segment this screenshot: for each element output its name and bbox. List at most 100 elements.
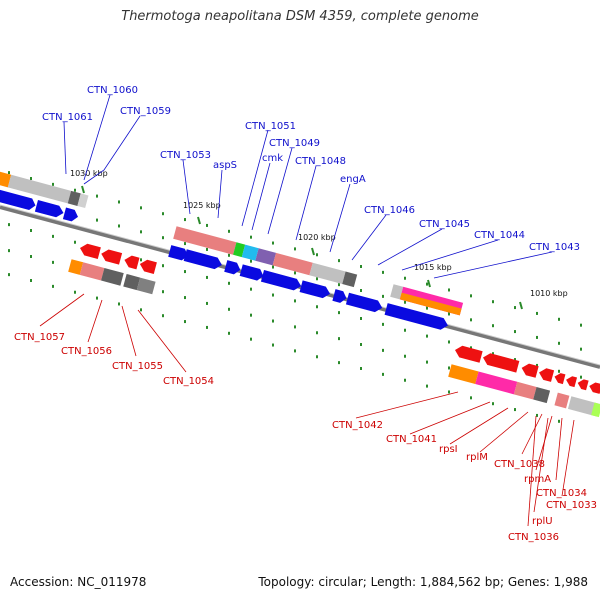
- gene-label-rplm: rplM: [466, 452, 488, 463]
- reverse-leaders: [39, 293, 575, 527]
- scale-dot: [426, 282, 428, 286]
- gene-label-ctn1049: CTN_1049: [269, 138, 320, 149]
- scale-dot: [228, 281, 230, 285]
- scale-dot: [360, 343, 362, 346]
- scale-dot: [338, 311, 340, 315]
- gene-label-ctn1051: CTN_1051: [245, 121, 296, 132]
- scale-dot: [140, 308, 142, 312]
- scale-dot: [294, 349, 296, 353]
- scale-dot: [536, 363, 538, 367]
- cds-features: [0, 171, 600, 418]
- scale-dot: [338, 361, 340, 365]
- gene-label-ctn1056: CTN_1056: [61, 346, 112, 357]
- scale-dot: [206, 301, 208, 305]
- scale-dot: [74, 188, 76, 192]
- topology-text: Topology: circular; Length: 1,884,562 bp…: [258, 575, 588, 589]
- scale-dot: [52, 260, 54, 264]
- scale-dot: [316, 331, 318, 335]
- scale-dot: [558, 369, 560, 373]
- scale-dot: [162, 236, 164, 240]
- scale-dot: [206, 325, 208, 329]
- gene-label-ctn1046: CTN_1046: [364, 205, 415, 216]
- scale-dot: [140, 230, 142, 234]
- scale-dot: [382, 294, 384, 298]
- scale-dot: [558, 341, 560, 345]
- scale-dot: [8, 273, 10, 277]
- scale-dot: [294, 271, 296, 275]
- scale-dot: [558, 419, 560, 423]
- gene-label-rpsi: rpsI: [439, 444, 458, 455]
- scale-dot: [492, 324, 494, 328]
- scale-dot: [250, 235, 252, 239]
- scale-dot: [184, 296, 186, 300]
- gene-label-ctn1044: CTN_1044: [474, 230, 525, 241]
- reverse-arrows: [80, 243, 600, 394]
- scale-dot: [338, 283, 340, 287]
- gene-label-enga: engA: [340, 174, 366, 185]
- scale-dot: [404, 300, 406, 304]
- tick-label-1030: 1030 kbp: [70, 169, 108, 178]
- scale-dot: [272, 241, 274, 245]
- gene-label-asps: aspS: [213, 160, 237, 171]
- gene-label-ctn1055: CTN_1055: [112, 361, 163, 372]
- scale-dot: [448, 366, 450, 370]
- scale-dot: [184, 320, 186, 324]
- scale-dot: [492, 300, 494, 304]
- gene-label-ctn1053: CTN_1053: [160, 150, 211, 161]
- scale-dot: [250, 287, 252, 291]
- scale-dot: [492, 402, 494, 406]
- scale-dot: [96, 194, 98, 198]
- scale-dot: [228, 331, 230, 335]
- scale-dot: [250, 313, 252, 317]
- scale-dot: [74, 240, 76, 244]
- scale-dot: [118, 224, 120, 228]
- scale-dot: [514, 408, 516, 412]
- scale-dot: [96, 218, 98, 222]
- scale-dot: [404, 276, 406, 280]
- gene-label-ctn1045: CTN_1045: [419, 219, 470, 230]
- scale-dot: [382, 372, 384, 376]
- scale-dot: [316, 355, 318, 359]
- scale-dot: [8, 171, 10, 175]
- scale-dot: [514, 306, 516, 310]
- scale-dot: [140, 206, 142, 210]
- gene-label-ctn1041: CTN_1041: [386, 434, 437, 445]
- gene-label-ctn1038: CTN_1038: [494, 459, 545, 470]
- scale-dot: [30, 229, 32, 232]
- scale-dot: [272, 343, 274, 347]
- scale-dot: [8, 223, 10, 227]
- scale-dot: [228, 229, 230, 233]
- gene-label-ctn1043: CTN_1043: [529, 242, 580, 253]
- scale-dot: [8, 249, 10, 253]
- scale-dot: [162, 212, 164, 216]
- scale-dot: [316, 305, 318, 309]
- scale-dot: [52, 182, 54, 186]
- scale-dot: [426, 334, 428, 338]
- scale-dot: [448, 312, 450, 316]
- gene-label-rpma: rpmA: [524, 474, 551, 485]
- scale-dot: [580, 375, 582, 379]
- scale-dot: [536, 335, 538, 339]
- scale-dot: [74, 290, 76, 294]
- scale-dot: [206, 275, 208, 279]
- gene-label-ctn1036: CTN_1036: [508, 532, 559, 543]
- scale-dot: [404, 354, 406, 358]
- gene-label-ctn1034: CTN_1034: [536, 488, 587, 499]
- accession-text: Accession: NC_011978: [10, 575, 147, 589]
- gene-label-ctn1048: CTN_1048: [295, 156, 346, 167]
- scale-dot: [184, 218, 186, 222]
- gene-label-ctn1054: CTN_1054: [163, 376, 214, 387]
- scale-dot: [470, 294, 472, 298]
- gene-label-rplu: rplU: [532, 516, 553, 527]
- scale-dot: [140, 258, 142, 262]
- scale-dot: [250, 259, 252, 263]
- scale-dot: [162, 290, 164, 294]
- gene-label-ctn1057: CTN_1057: [14, 332, 65, 343]
- scale-dot: [272, 319, 274, 323]
- scale-dot: [514, 358, 516, 362]
- scale-dot: [360, 289, 362, 292]
- scale-dot: [30, 279, 32, 282]
- scale-dot: [118, 302, 120, 306]
- tick-label-1020: 1020 kbp: [298, 233, 336, 242]
